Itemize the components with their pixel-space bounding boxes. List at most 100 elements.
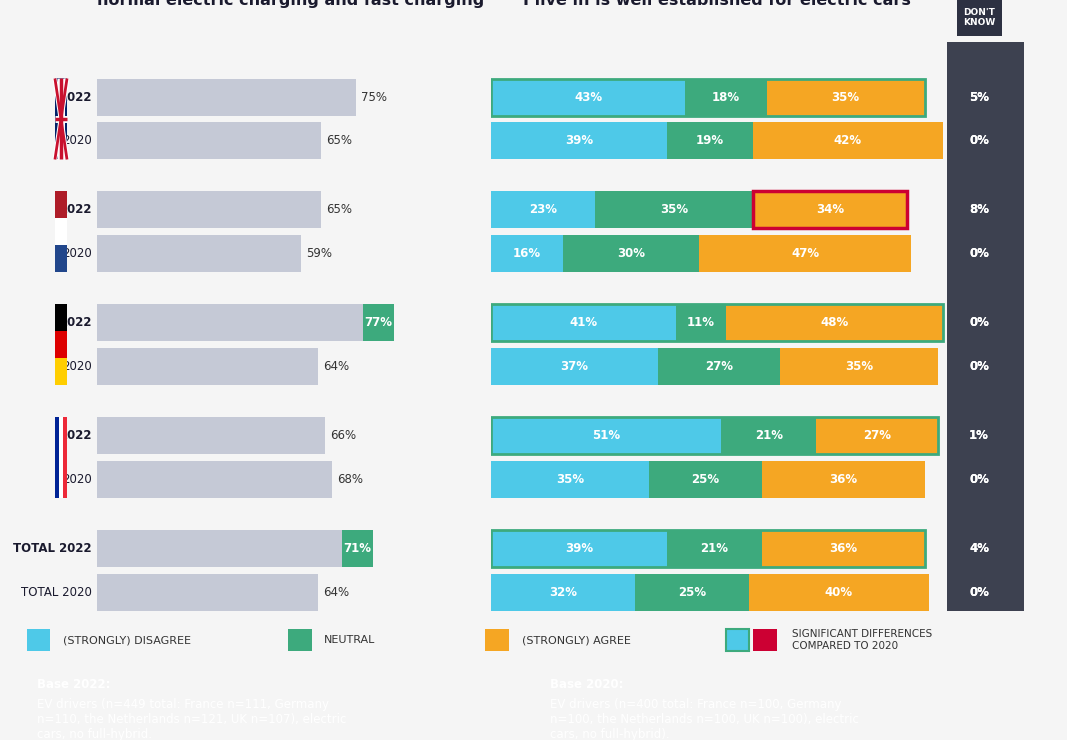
Text: DON'T
KNOW: DON'T KNOW: [964, 7, 996, 27]
Text: 0%: 0%: [969, 585, 989, 599]
Bar: [55, 78, 67, 160]
Text: 5%: 5%: [969, 90, 989, 104]
Bar: [97, 192, 321, 229]
Bar: [726, 304, 943, 341]
Bar: [649, 461, 762, 498]
Bar: [341, 530, 373, 567]
Bar: [636, 574, 749, 610]
Text: 4%: 4%: [969, 542, 989, 555]
Text: 1%: 1%: [969, 429, 989, 442]
Bar: [97, 417, 324, 454]
Bar: [753, 122, 943, 159]
Text: NEUTRAL: NEUTRAL: [324, 635, 376, 645]
Text: 34%: 34%: [816, 204, 844, 216]
Text: 11%: 11%: [687, 316, 715, 329]
Text: 8%: 8%: [969, 204, 989, 216]
Bar: [97, 235, 301, 272]
Text: 27%: 27%: [705, 360, 733, 373]
Text: 77%: 77%: [364, 316, 393, 329]
Bar: [491, 574, 636, 610]
Bar: [55, 358, 67, 385]
Text: 37%: 37%: [560, 360, 589, 373]
Text: 21%: 21%: [754, 429, 783, 442]
Text: I am familiar with the differences between
normal electric charging and fast cha: I am familiar with the differences betwe…: [97, 0, 484, 7]
Text: 59%: 59%: [306, 247, 332, 260]
Bar: [594, 192, 753, 229]
Bar: [55, 191, 67, 218]
Text: 32%: 32%: [550, 585, 577, 599]
Bar: [491, 530, 667, 567]
Text: 0%: 0%: [969, 360, 989, 373]
Text: 25%: 25%: [678, 585, 706, 599]
Text: 2022: 2022: [60, 204, 92, 216]
Text: 0%: 0%: [969, 316, 989, 329]
Bar: [59, 417, 63, 498]
Text: TOTAL 2022: TOTAL 2022: [14, 542, 92, 555]
Bar: [97, 78, 355, 115]
Bar: [97, 461, 332, 498]
Text: SIGNIFICANT DIFFERENCES
COMPARED TO 2020: SIGNIFICANT DIFFERENCES COMPARED TO 2020: [792, 629, 931, 651]
Text: 0%: 0%: [969, 473, 989, 485]
Bar: [491, 304, 943, 341]
Text: 0%: 0%: [969, 135, 989, 147]
Bar: [97, 348, 318, 385]
Text: 16%: 16%: [513, 247, 541, 260]
Text: The charging infrastructure in the country
I live in is well established for ele: The charging infrastructure in the count…: [523, 0, 911, 7]
Text: 42%: 42%: [834, 135, 862, 147]
Bar: [726, 629, 749, 651]
Bar: [55, 304, 67, 331]
Text: 75%: 75%: [361, 90, 387, 104]
Text: 4%: 4%: [969, 542, 989, 555]
Text: 30%: 30%: [617, 247, 644, 260]
Bar: [699, 235, 911, 272]
Text: 2020: 2020: [62, 360, 92, 373]
Text: (STRONGLY) AGREE: (STRONGLY) AGREE: [522, 635, 631, 645]
Text: 0%: 0%: [969, 135, 989, 147]
Text: 0%: 0%: [969, 247, 989, 260]
Bar: [491, 461, 649, 498]
Bar: [762, 530, 925, 567]
Text: 43%: 43%: [574, 90, 602, 104]
Bar: [780, 348, 938, 385]
Text: 2022: 2022: [60, 429, 92, 442]
Text: 1%: 1%: [969, 429, 989, 442]
Text: 68%: 68%: [337, 473, 363, 485]
Text: 65%: 65%: [327, 204, 352, 216]
Text: 35%: 35%: [556, 473, 584, 485]
Text: TOTAL 2020: TOTAL 2020: [21, 585, 92, 599]
Bar: [288, 629, 312, 651]
Text: 23%: 23%: [529, 204, 557, 216]
Bar: [55, 417, 59, 498]
Text: 25%: 25%: [691, 473, 719, 485]
Text: 35%: 35%: [659, 204, 688, 216]
Bar: [816, 417, 938, 454]
Text: 48%: 48%: [821, 316, 848, 329]
Bar: [363, 304, 394, 341]
Bar: [762, 461, 925, 498]
Text: Base 2022:: Base 2022:: [37, 678, 111, 691]
Bar: [97, 304, 363, 341]
Bar: [491, 304, 676, 341]
Text: 35%: 35%: [845, 360, 874, 373]
Text: 39%: 39%: [564, 135, 593, 147]
Text: 5%: 5%: [969, 90, 989, 104]
Text: 2022: 2022: [60, 316, 92, 329]
Bar: [676, 304, 726, 341]
Text: 36%: 36%: [829, 473, 858, 485]
Text: 2020: 2020: [62, 473, 92, 485]
Text: 51%: 51%: [592, 429, 620, 442]
Bar: [667, 530, 762, 567]
Bar: [491, 417, 721, 454]
Text: 2020: 2020: [62, 247, 92, 260]
Bar: [491, 192, 594, 229]
Bar: [721, 417, 816, 454]
Text: 39%: 39%: [564, 542, 593, 555]
Text: 41%: 41%: [570, 316, 598, 329]
Bar: [766, 78, 925, 115]
Text: Base 2020:: Base 2020:: [550, 678, 623, 691]
Bar: [685, 78, 766, 115]
Text: 64%: 64%: [323, 360, 349, 373]
Text: (STRONGLY) DISAGREE: (STRONGLY) DISAGREE: [63, 635, 191, 645]
Text: 18%: 18%: [712, 90, 740, 104]
Bar: [491, 78, 925, 115]
